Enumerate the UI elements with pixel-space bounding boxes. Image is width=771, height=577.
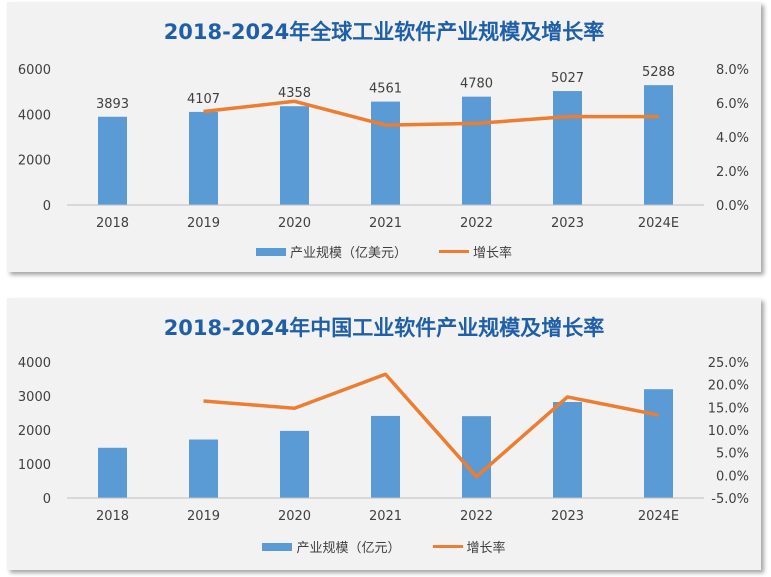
- china-chart-title: 2018-2024年中国工业软件产业规模及增长率: [163, 316, 605, 340]
- global-chart-legend: 产业规模（亿美元） 增长率: [7, 242, 761, 261]
- y-right-tick-label: 0.0%: [716, 199, 749, 214]
- legend-item-line: 增长率: [439, 242, 512, 261]
- bar: [98, 116, 127, 205]
- y-right-tick-label: 4.0%: [716, 131, 749, 146]
- bar: [462, 416, 491, 498]
- x-tick-label: 2021: [369, 509, 402, 524]
- x-tick-label: 2022: [460, 216, 493, 231]
- growth-rate-line: [203, 372, 659, 479]
- bar: [371, 101, 400, 205]
- global-chart-title: 2018-2024年全球工业软件产业规模及增长率: [163, 20, 605, 44]
- x-tick-label: 2023: [551, 216, 584, 231]
- x-tick-label: 2024E: [638, 216, 679, 231]
- bar-data-label: 4561: [369, 82, 402, 97]
- x-tick-label: 2018: [96, 216, 129, 231]
- x-tick-label: 2023: [551, 509, 584, 524]
- y-left-tick-label: 2000: [18, 154, 51, 169]
- bar: [98, 447, 127, 498]
- y-right-tick-label: 0.0%: [716, 469, 749, 484]
- bar: [371, 415, 400, 498]
- legend-line-swatch: [432, 545, 463, 548]
- legend-bar-swatch: [255, 247, 286, 256]
- legend-bar-label: 产业规模（亿元）: [296, 541, 401, 556]
- y-right-tick-label: 5.0%: [716, 447, 749, 462]
- bar-data-label: 5027: [551, 71, 584, 86]
- y-right-tick-label: 15.0%: [708, 401, 749, 416]
- y-right-tick-label: 6.0%: [716, 97, 749, 112]
- bar: [462, 96, 491, 205]
- global-chart-panel: 2018-2024年全球工业软件产业规模及增长率 0 2000 4000 6000 0.…: [7, 2, 761, 272]
- bar-data-label: 4780: [460, 77, 493, 92]
- y-left-tick-label: 4000: [18, 356, 51, 371]
- bar-data-label: 4107: [187, 92, 220, 107]
- bar-data-label: 5288: [642, 65, 675, 80]
- x-tick-label: 2019: [187, 216, 220, 231]
- legend-item-bar: 产业规模（亿美元）: [255, 242, 407, 261]
- y-left-tick-label: 0: [43, 492, 51, 507]
- legend-bar-label: 产业规模（亿美元）: [289, 246, 407, 261]
- y-right-tick-label: 20.0%: [708, 379, 749, 394]
- legend-line-label: 增长率: [473, 246, 513, 261]
- y-right-tick-label: -5.0%: [711, 492, 749, 507]
- x-tick-label: 2021: [369, 216, 402, 231]
- y-left-tick-label: 1000: [18, 458, 51, 473]
- bar: [644, 389, 673, 498]
- x-tick-label: 2018: [96, 509, 129, 524]
- y-left-tick-label: 0: [43, 199, 51, 214]
- y-right-tick-label: 8.0%: [716, 63, 749, 78]
- bar: [189, 439, 218, 498]
- legend-item-bar: 产业规模（亿元）: [262, 537, 401, 556]
- bar: [189, 111, 218, 205]
- x-tick-label: 2020: [278, 216, 311, 231]
- china-chart-plot: 0 1000 2000 3000 4000 -5.0% 0.0% 5.0% 10.0% 15.0%…: [18, 356, 749, 524]
- x-tick-label: 2020: [278, 509, 311, 524]
- bar: [644, 85, 673, 205]
- y-right-tick-label: 25.0%: [708, 356, 749, 371]
- legend-line-swatch: [439, 250, 469, 253]
- x-tick-label: 2022: [460, 509, 493, 524]
- bar-data-label: 4358: [278, 86, 311, 101]
- legend-line-label: 增长率: [466, 541, 506, 556]
- y-left-tick-label: 2000: [18, 424, 51, 439]
- bar: [553, 401, 582, 498]
- y-left-tick-label: 4000: [18, 108, 51, 123]
- y-right-tick-label: 2.0%: [716, 165, 749, 180]
- bar-data-label: 3893: [96, 97, 129, 112]
- bar: [280, 430, 309, 498]
- bar: [280, 106, 309, 205]
- y-left-tick-label: 6000: [18, 63, 51, 78]
- global-chart-plot: 0 2000 4000 6000 0.0% 2.0% 4.0% 6.0% 8.0% 3893 410…: [18, 63, 749, 231]
- growth-rate-line: [203, 99, 659, 127]
- y-right-tick-label: 10.0%: [708, 424, 749, 439]
- china-chart-panel: 2018-2024年中国工业软件产业规模及增长率 0 1000 2000 3000 40…: [7, 298, 761, 570]
- bar: [553, 91, 582, 205]
- china-chart-legend: 产业规模（亿元） 增长率: [7, 537, 761, 556]
- y-left-tick-label: 3000: [18, 390, 51, 405]
- legend-item-line: 增长率: [432, 537, 506, 556]
- x-tick-label: 2019: [187, 509, 220, 524]
- x-tick-label: 2024E: [638, 509, 679, 524]
- legend-bar-swatch: [262, 542, 293, 551]
